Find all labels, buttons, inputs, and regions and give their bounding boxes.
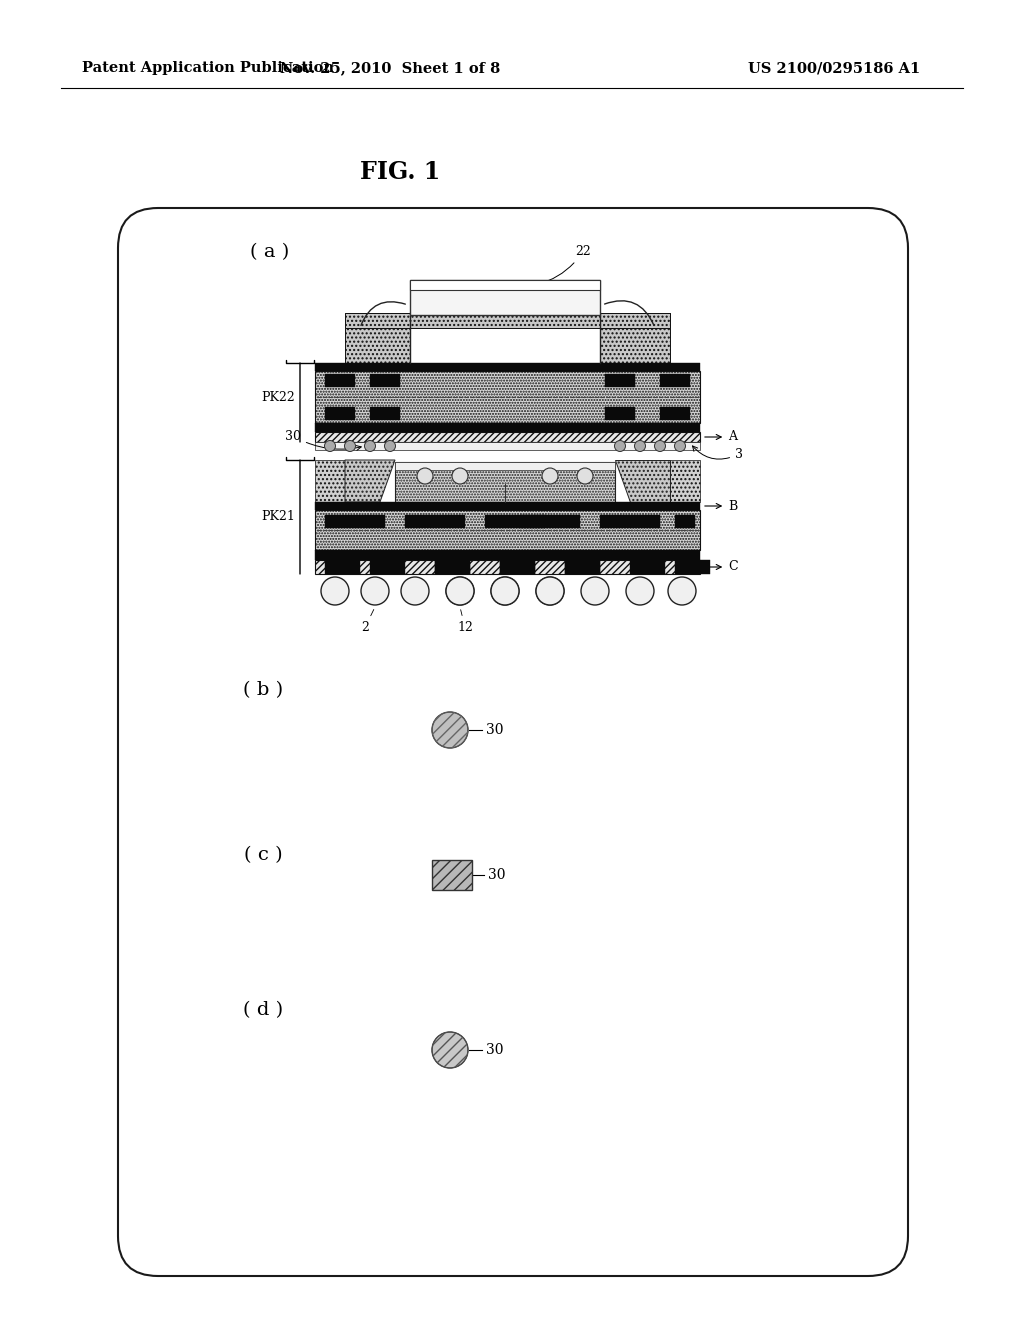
Text: B: B (705, 499, 737, 512)
Polygon shape (345, 459, 395, 502)
Bar (675, 560, 710, 574)
Text: 22: 22 (538, 246, 591, 284)
Bar (370, 560, 406, 574)
Bar (325, 374, 355, 387)
Text: Nov. 25, 2010  Sheet 1 of 8: Nov. 25, 2010 Sheet 1 of 8 (280, 61, 500, 75)
Text: ( b ): ( b ) (243, 681, 283, 700)
Circle shape (581, 577, 609, 605)
Text: 30: 30 (285, 429, 361, 450)
Circle shape (614, 441, 626, 451)
Bar (315, 363, 700, 371)
Bar (660, 407, 690, 420)
Bar (600, 515, 660, 528)
Circle shape (490, 577, 519, 605)
Bar (315, 371, 700, 422)
Text: C: C (705, 561, 737, 573)
Bar (345, 313, 410, 363)
Bar (660, 374, 690, 387)
Circle shape (452, 469, 468, 484)
Bar (315, 550, 700, 560)
Bar (395, 462, 615, 470)
Text: PK21: PK21 (261, 511, 295, 524)
Circle shape (321, 577, 349, 605)
Circle shape (446, 577, 474, 605)
Bar (315, 510, 700, 550)
Bar (315, 422, 700, 432)
Text: 12: 12 (457, 610, 473, 634)
Text: 3: 3 (692, 446, 743, 461)
Circle shape (490, 577, 519, 605)
Bar (670, 459, 700, 502)
Bar (432, 861, 472, 890)
Text: ( c ): ( c ) (244, 846, 283, 865)
Bar (325, 560, 360, 574)
Circle shape (536, 577, 564, 605)
Circle shape (675, 441, 685, 451)
Circle shape (384, 441, 395, 451)
Circle shape (542, 469, 558, 484)
Text: A: A (705, 430, 737, 444)
Text: FIG. 1: FIG. 1 (359, 160, 440, 183)
Bar (370, 407, 400, 420)
Bar (410, 280, 600, 315)
Circle shape (654, 441, 666, 451)
Circle shape (361, 577, 389, 605)
Bar (345, 313, 670, 327)
Bar (315, 560, 700, 574)
Circle shape (626, 577, 654, 605)
Bar (410, 280, 600, 290)
Bar (565, 560, 600, 574)
Text: ( d ): ( d ) (243, 1001, 283, 1019)
Bar (500, 560, 535, 574)
Bar (435, 560, 470, 574)
Bar (315, 432, 700, 442)
Text: ( a ): ( a ) (251, 243, 290, 261)
Text: 30: 30 (486, 1043, 504, 1057)
Bar (406, 515, 465, 528)
Circle shape (635, 441, 645, 451)
Circle shape (668, 577, 696, 605)
Polygon shape (615, 459, 670, 502)
Circle shape (344, 441, 355, 451)
Circle shape (401, 577, 429, 605)
Bar (500, 560, 535, 574)
Text: 30: 30 (488, 869, 506, 882)
Circle shape (432, 1032, 468, 1068)
Bar (675, 515, 695, 528)
Bar (485, 515, 545, 528)
Circle shape (417, 469, 433, 484)
Bar (325, 407, 355, 420)
Bar (315, 442, 700, 450)
Bar (565, 560, 600, 574)
Bar (600, 313, 670, 363)
Bar (520, 515, 580, 528)
Circle shape (536, 577, 564, 605)
Bar (630, 560, 665, 574)
Bar (315, 459, 345, 502)
Text: Patent Application Publication: Patent Application Publication (82, 61, 334, 75)
Bar (605, 407, 635, 420)
Circle shape (446, 577, 474, 605)
Text: PK22: PK22 (261, 391, 295, 404)
Bar (325, 515, 385, 528)
Bar (395, 462, 615, 502)
Bar (605, 374, 635, 387)
Text: 30: 30 (486, 723, 504, 737)
Bar (370, 374, 400, 387)
Text: 2: 2 (361, 610, 374, 634)
Circle shape (325, 441, 336, 451)
FancyBboxPatch shape (118, 209, 908, 1276)
Text: US 2100/0295186 A1: US 2100/0295186 A1 (748, 61, 921, 75)
Bar (315, 502, 700, 510)
Circle shape (365, 441, 376, 451)
Bar (435, 560, 470, 574)
Circle shape (577, 469, 593, 484)
Circle shape (432, 711, 468, 748)
